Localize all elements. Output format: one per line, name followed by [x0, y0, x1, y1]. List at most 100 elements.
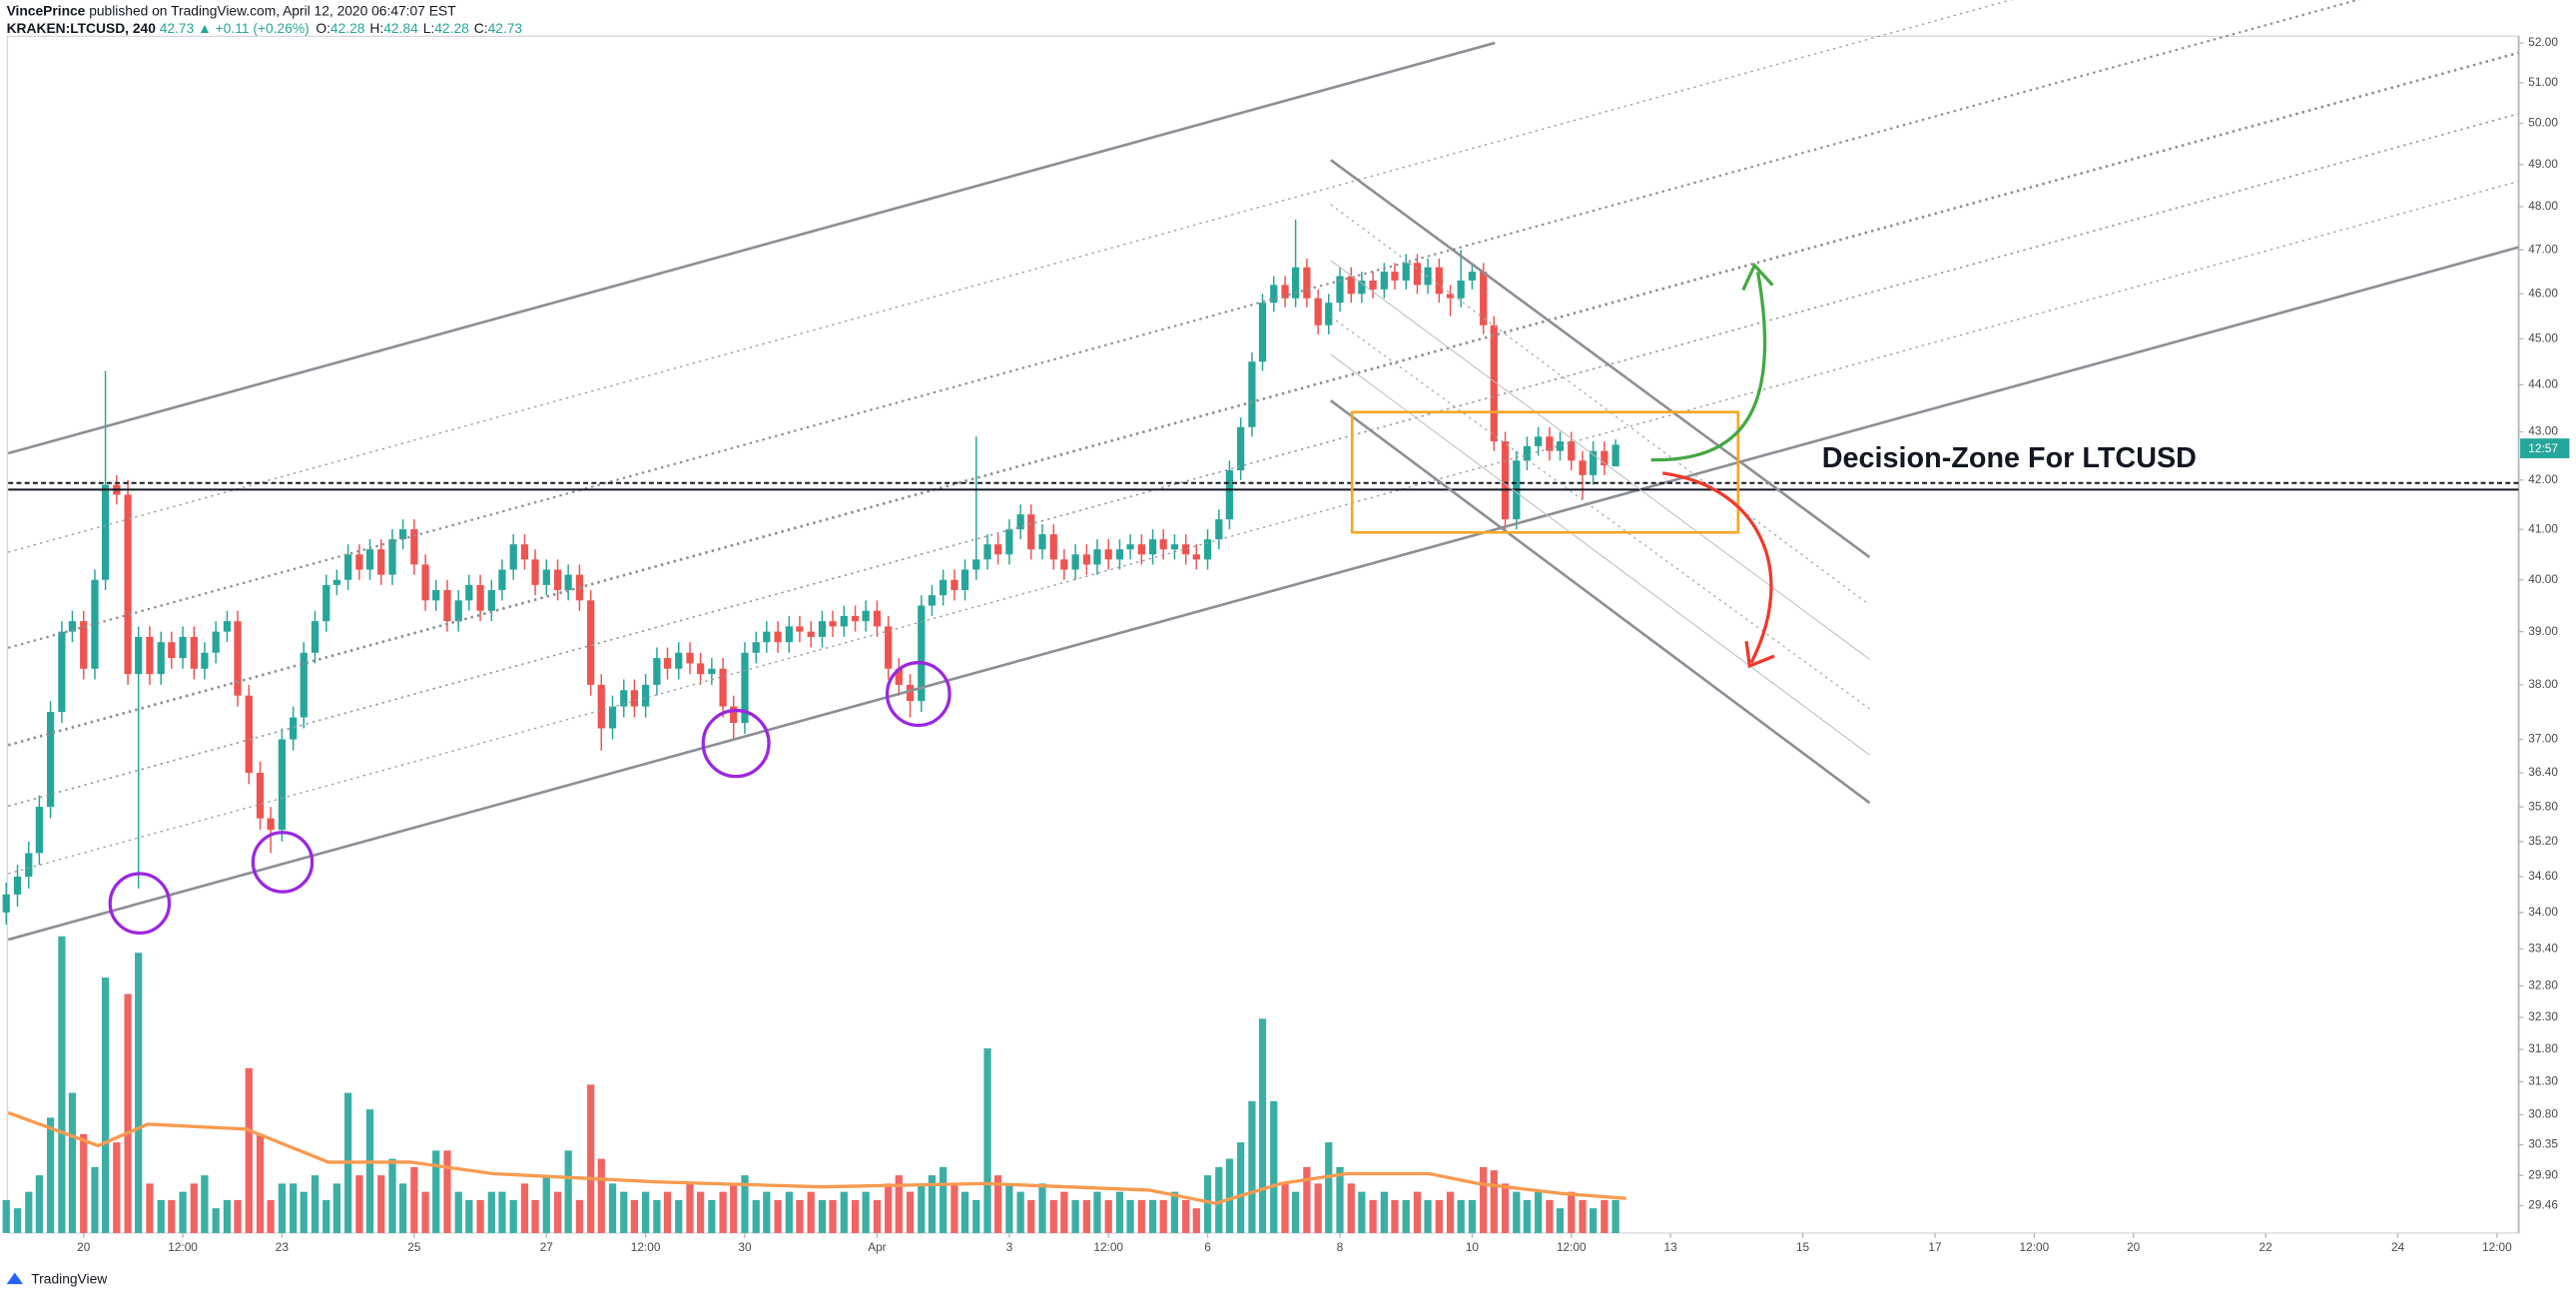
y-tick-label: 33.40: [2528, 941, 2558, 955]
candle-body: [708, 668, 716, 675]
volume-bar: [686, 1183, 694, 1233]
volume-bar: [278, 1183, 287, 1233]
candle-body: [2, 894, 10, 913]
candle-body: [135, 636, 143, 675]
candle-body: [1192, 554, 1200, 560]
volume-bar: [620, 1191, 628, 1233]
candle-body: [1501, 441, 1510, 520]
candle-body: [1203, 539, 1212, 560]
y-tick-label: 52.00: [2528, 35, 2558, 49]
y-tick-label: 35.20: [2528, 834, 2558, 848]
volume-bar: [35, 1175, 43, 1233]
y-tick-label: 31.30: [2528, 1074, 2558, 1088]
candle-body: [1082, 554, 1090, 565]
ohlc-value: 42.84: [383, 20, 418, 36]
volume-bar: [1016, 1191, 1024, 1233]
volume-bar: [829, 1199, 837, 1233]
volume-bar: [410, 1166, 418, 1233]
volume-bar: [1579, 1199, 1587, 1233]
x-tick-label: 12:00: [168, 1240, 198, 1254]
volume-bar: [476, 1199, 484, 1233]
candle-body: [796, 626, 804, 632]
candle-body: [940, 579, 948, 596]
volume-bar: [1237, 1142, 1245, 1233]
volume-bar: [1413, 1191, 1422, 1233]
y-tick-label: 30.80: [2528, 1107, 2558, 1121]
volume-bar: [1071, 1199, 1079, 1233]
candle-body: [1225, 470, 1234, 520]
candle-body: [972, 559, 980, 570]
volume-bar: [201, 1175, 209, 1233]
candle-body: [432, 590, 440, 601]
candle-body: [1358, 280, 1366, 295]
volume-bar: [146, 1183, 154, 1233]
y-tick-label: 48.00: [2528, 199, 2558, 213]
volume-bar: [840, 1191, 848, 1233]
x-tick-label: 8: [1337, 1240, 1344, 1254]
volume-bar: [597, 1158, 605, 1233]
volume-bar: [432, 1150, 440, 1233]
y-tick-label: 44.00: [2528, 377, 2558, 391]
down-channel-upper: [1330, 159, 1871, 559]
candle-body: [454, 600, 462, 622]
x-tick-label: 27: [540, 1240, 553, 1254]
volume-bar: [421, 1191, 429, 1233]
candle-body: [993, 544, 1002, 555]
down-arrow: [1661, 471, 1773, 664]
volume-bar: [642, 1191, 650, 1233]
ohlc-legend: O:42.28 H:42.84 L:42.28 C:42.73: [316, 20, 522, 36]
candle-body: [1579, 460, 1587, 475]
volume-bar: [1480, 1166, 1488, 1233]
volume-bar: [818, 1199, 827, 1233]
volume-ma-line: [7, 1110, 1626, 1205]
volume-bar: [1225, 1158, 1234, 1233]
volume-bar: [1049, 1199, 1057, 1233]
volume-bar: [940, 1166, 948, 1233]
candle-body: [101, 484, 110, 580]
candle-body: [1413, 263, 1422, 286]
volume-bar: [741, 1175, 749, 1233]
volume-bar: [993, 1175, 1002, 1233]
candle-body: [1148, 539, 1157, 555]
candle-body: [68, 621, 77, 632]
candle-body: [332, 579, 340, 585]
candle-body: [763, 631, 771, 643]
candle-body: [278, 739, 287, 831]
volume-bar: [1270, 1100, 1278, 1233]
ohlc-value: 42.73: [488, 20, 523, 36]
candle-body: [443, 590, 451, 622]
volume-bar: [1148, 1199, 1157, 1233]
candle-body: [344, 554, 352, 580]
volume-bar: [355, 1175, 363, 1233]
x-tick-label: 17: [1928, 1240, 1941, 1254]
candle-body: [1336, 276, 1344, 304]
candle-body: [157, 642, 165, 675]
candle-body: [608, 706, 617, 729]
candle-body: [1611, 444, 1619, 467]
last-price: 42.73: [160, 20, 195, 36]
y-tick-label: 49.00: [2528, 157, 2558, 171]
touch-circle: [885, 661, 952, 728]
volume-bar: [290, 1183, 298, 1233]
channel-level: [8, 180, 2519, 875]
volume-bar: [1380, 1191, 1388, 1233]
volume-bar: [730, 1183, 738, 1233]
volume-bar: [1159, 1199, 1167, 1233]
candle-body: [146, 636, 154, 675]
y-tick-label: 39.00: [2528, 624, 2558, 638]
candle-body: [807, 631, 815, 637]
candle-body: [1391, 272, 1399, 281]
candle-body: [1104, 549, 1112, 560]
ohlc-label: C:: [474, 20, 488, 36]
y-tick-label: 32.80: [2528, 978, 2558, 992]
y-tick-label: 40.00: [2528, 572, 2558, 586]
y-tick-label: 45.00: [2528, 330, 2558, 344]
candle-body: [774, 631, 782, 643]
candle-body: [1237, 426, 1245, 471]
candle-body: [818, 621, 827, 637]
ohlc-label: O:: [316, 20, 330, 36]
volume-bar: [1248, 1100, 1256, 1233]
candle-body: [1546, 436, 1554, 451]
volume-bar: [267, 1199, 275, 1233]
channel-level: [8, 0, 2014, 553]
